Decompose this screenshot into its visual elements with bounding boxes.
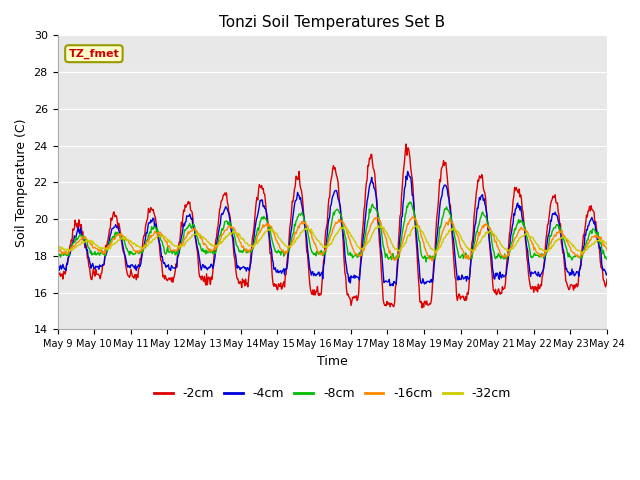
X-axis label: Time: Time [317,355,348,368]
Y-axis label: Soil Temperature (C): Soil Temperature (C) [15,118,28,247]
Title: Tonzi Soil Temperatures Set B: Tonzi Soil Temperatures Set B [220,15,445,30]
Legend: -2cm, -4cm, -8cm, -16cm, -32cm: -2cm, -4cm, -8cm, -16cm, -32cm [148,383,516,406]
Text: TZ_fmet: TZ_fmet [68,48,119,59]
